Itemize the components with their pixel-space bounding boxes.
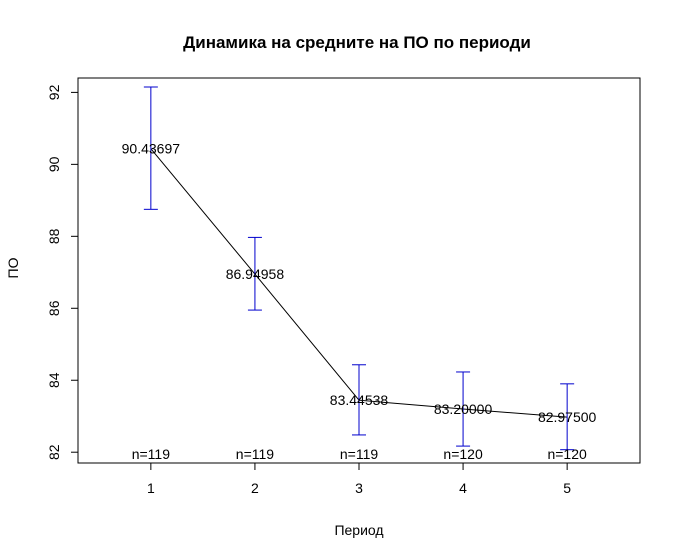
y-tick-label: 82 bbox=[46, 444, 62, 460]
n-label: n=120 bbox=[443, 446, 483, 462]
n-label: n=119 bbox=[132, 446, 170, 462]
chart-title: Динамика на средните на ПО по периоди bbox=[183, 33, 531, 52]
n-label: n=119 bbox=[236, 446, 274, 462]
x-tick-label: 3 bbox=[355, 480, 363, 496]
mean-value-label: 86.94958 bbox=[226, 266, 285, 282]
y-tick-label: 84 bbox=[46, 372, 62, 388]
n-label: n=119 bbox=[340, 446, 378, 462]
x-axis: 1 2 3 4 5 bbox=[147, 462, 571, 496]
n-label: n=120 bbox=[547, 446, 587, 462]
mean-labels: 90.43697 86.94958 83.44538 83.20000 82.97500 bbox=[122, 141, 597, 425]
error-bars bbox=[143, 86, 575, 451]
y-tick-label: 92 bbox=[46, 84, 62, 100]
n-labels: n=119 n=119 n=119 n=120 n=120 bbox=[132, 446, 587, 462]
mean-value-label: 83.20000 bbox=[434, 401, 493, 417]
y-axis: 82 84 86 88 90 92 bbox=[46, 84, 79, 460]
mean-value-label: 82.97500 bbox=[538, 409, 597, 425]
y-tick-label: 90 bbox=[46, 156, 62, 172]
x-tick-label: 1 bbox=[147, 480, 155, 496]
y-axis-label: ПО bbox=[5, 257, 21, 278]
y-tick-label: 88 bbox=[46, 228, 62, 244]
mean-value-label: 90.43697 bbox=[122, 141, 181, 157]
mean-value-label: 83.44538 bbox=[330, 392, 389, 408]
x-tick-label: 2 bbox=[251, 480, 259, 496]
x-axis-label: Период bbox=[334, 522, 383, 538]
x-tick-label: 4 bbox=[459, 480, 467, 496]
y-tick-label: 86 bbox=[46, 300, 62, 316]
x-tick-label: 5 bbox=[563, 480, 571, 496]
